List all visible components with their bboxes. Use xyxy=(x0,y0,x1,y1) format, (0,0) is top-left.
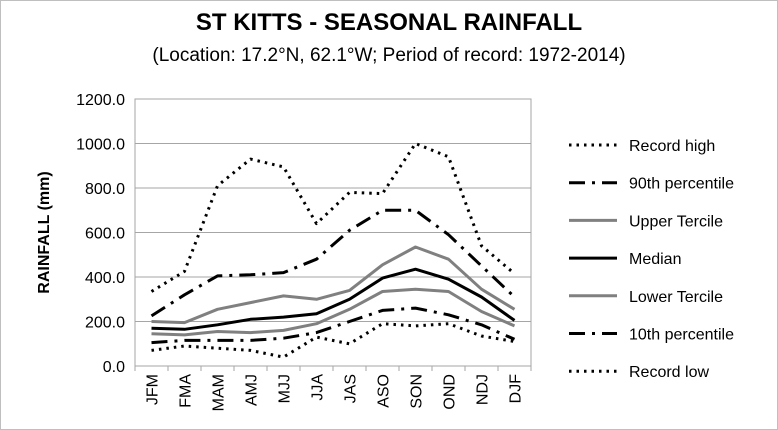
y-tick-label: 400.0 xyxy=(85,270,125,287)
legend-label: Record high xyxy=(629,138,715,155)
x-tick-label: JJA xyxy=(310,374,327,401)
y-tick-label: 1000.0 xyxy=(76,137,125,154)
x-tick-label: JFM xyxy=(145,374,162,405)
x-tick-label: ASO xyxy=(376,374,393,408)
series-line-median xyxy=(151,267,516,331)
legend-label: 10th percentile xyxy=(629,327,734,344)
chart-subtitle: (Location: 17.2°N, 62.1°W; Period of rec… xyxy=(152,45,626,66)
y-tick-label: 600.0 xyxy=(85,226,125,243)
y-tick-label: 1200.0 xyxy=(76,92,125,109)
x-tick-label: MAM xyxy=(211,374,228,411)
series-line-lower-tercile xyxy=(151,287,516,337)
legend-label: Record low xyxy=(629,364,709,381)
series-line-record-low xyxy=(151,322,515,359)
x-tick-label: OND xyxy=(442,374,459,410)
x-tick-label: MJJ xyxy=(277,374,294,403)
x-tick-label: AMJ xyxy=(244,374,261,406)
legend-label: Median xyxy=(629,251,681,268)
series-line-90th-percentile xyxy=(150,208,516,318)
series-line-upper-tercile xyxy=(151,245,516,325)
legend-label: Upper Tercile xyxy=(629,213,723,230)
legend-label: Lower Tercile xyxy=(629,289,723,306)
x-tick-label: NDJ xyxy=(475,374,492,405)
x-tick-label: SON xyxy=(409,374,426,409)
y-tick-label: 800.0 xyxy=(85,181,125,198)
y-axis-label: RAINFALL (mm) xyxy=(36,171,53,293)
x-tick-label: FMA xyxy=(178,374,195,408)
x-tick-label: DJF xyxy=(508,374,525,404)
y-tick-label: 200.0 xyxy=(85,315,125,332)
x-tick-label: JAS xyxy=(343,374,360,403)
y-tick-label: 0.0 xyxy=(103,359,125,376)
chart-title: ST KITTS - SEASONAL RAINFALL xyxy=(195,9,583,36)
series-line-10th-percentile xyxy=(151,306,516,345)
legend-label: 90th percentile xyxy=(629,176,734,193)
